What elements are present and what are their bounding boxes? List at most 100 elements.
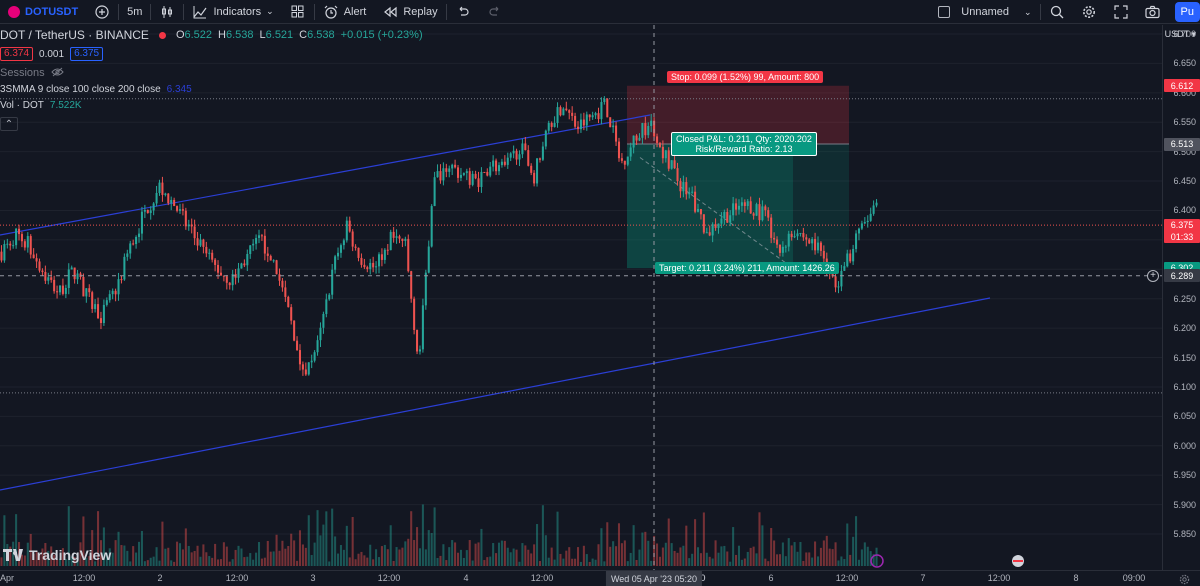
volume-bar [219,559,222,566]
volume-bar [255,552,258,566]
symbol-legend-row[interactable]: DOT / TetherUS · BINANCE O 6.522 H 6.538 L… [0,27,700,43]
sma-legend-row[interactable]: 3SMMA 9 close 100 close 200 close 6.345 [0,81,700,97]
candle-body [574,115,577,127]
volume-bar [132,546,135,566]
candle-body [661,146,664,159]
volume-bar [313,542,316,566]
tradingview-logo[interactable]: TradingView [3,547,111,563]
volume-bar [840,556,843,566]
stop-loss-label[interactable]: Stop: 0.099 (1.52%) 99, Amount: 800 [667,70,824,83]
volume-bar [448,547,451,566]
time-tick-label: 12:00 [987,573,1011,583]
currency-selector[interactable]: USDT ▾ [1165,29,1196,40]
buy-price-button[interactable]: 6.375 [70,47,104,61]
undo-icon [455,4,471,20]
candle-body [664,150,667,159]
indicator-templates-button[interactable] [282,0,314,24]
replay-button[interactable]: Replay [374,0,445,24]
collapse-legend-button[interactable]: ⌃ [0,117,18,131]
chart-type-button[interactable] [151,0,183,24]
camera-icon [1145,4,1161,20]
volume-bar [331,508,334,566]
snapshot-button[interactable] [1137,0,1169,24]
volume-bar [767,561,770,566]
search-button[interactable] [1041,0,1073,24]
volume-bar [129,561,132,566]
volume-bar [866,546,869,566]
volume-bar [58,558,62,566]
candle-body [568,110,571,113]
eye-hidden-icon[interactable] [50,67,64,80]
spread-value: 0.001 [39,48,65,60]
fullscreen-button[interactable] [1105,0,1137,24]
take-profit-label[interactable]: Target: 0.211 (3.24%) 211, Amount: 1426.… [655,262,839,275]
volume-bar [524,545,527,566]
crosshair-time-label: Wed 05 Apr '23 05:20 [605,571,703,586]
layout-checkbox[interactable] [938,6,951,18]
volume-bar [217,559,220,566]
volume-bar [102,527,105,566]
volume-bar [653,535,656,566]
redo-button[interactable] [479,0,511,24]
close-key: C [299,29,308,41]
candle-body [764,206,767,211]
volume-bar [225,546,228,566]
volume-bar [872,554,875,566]
candle-body [685,182,688,195]
compare-symbol-button[interactable] [86,0,118,24]
layout-selector[interactable]: Unnamed ⌄ [930,0,1039,24]
volume-bar [363,555,366,566]
candle-body [275,260,278,275]
candle-body [600,102,603,120]
price-axis[interactable]: USDT ▾ 6.700 6.650 6.600 6.550 6.500 6.450 6.4… [1162,25,1200,570]
candle-body [515,150,518,160]
gear-icon[interactable] [1176,571,1192,586]
volume-bar [23,555,26,566]
redo-icon [487,4,503,20]
volume-bar [339,545,342,566]
candle-body [556,107,559,123]
candle-body [635,135,638,141]
candle-body [47,277,50,281]
volume-bar [863,542,866,566]
volume-bar [462,557,465,566]
interval-button[interactable]: 5m [119,0,150,24]
candle-body [126,253,129,257]
volume-bar [9,546,12,566]
volume-bar [161,521,164,566]
candle-body [705,232,708,234]
symbol-search[interactable]: DOTUSDT [0,0,86,24]
add-order-plus-icon[interactable]: + [1147,269,1159,282]
time-axis[interactable]: Apr12:00212:00312:00412:0012:00612:00712… [0,570,1200,586]
indicators-button[interactable]: Indicators ⌄ [184,0,281,24]
volume-bar [591,558,594,566]
volume-bar [594,559,597,566]
candle-body [6,243,9,245]
top-toolbar: DOTUSDT 5m Indicators ⌄ Alert [0,0,1200,24]
alert-button[interactable]: Alert [315,0,375,24]
candle-body [778,244,781,253]
volume-bar [685,525,688,566]
publish-button[interactable]: Pu [1174,2,1200,22]
candle-body [255,237,258,244]
time-tick-label: 12:00 [530,573,554,583]
settings-button[interactable] [1073,0,1105,24]
volume-bar [691,553,694,566]
toolbar-divider [445,3,447,20]
candle-body [512,150,515,154]
volume-bar [407,538,410,566]
candle-body [538,158,541,160]
candle-body [375,266,378,268]
price-chart[interactable] [0,25,1162,570]
volume-bar [190,552,193,566]
volume-bar [410,511,413,566]
chart-pane[interactable] [0,25,1162,570]
undo-button[interactable] [447,0,479,24]
candle-body [761,206,764,221]
position-info-box[interactable]: Closed P&L: 0.211, Qty: 2020.202 Risk/Re… [671,132,817,156]
volume-legend-row[interactable]: Vol · DOT 7.522K [0,97,700,113]
sessions-legend-row[interactable]: Sessions [0,65,700,81]
volume-bar [615,546,618,566]
price-change: +0.015 (+0.23%) [340,29,423,41]
sell-price-button[interactable]: 6.374 [0,47,34,61]
